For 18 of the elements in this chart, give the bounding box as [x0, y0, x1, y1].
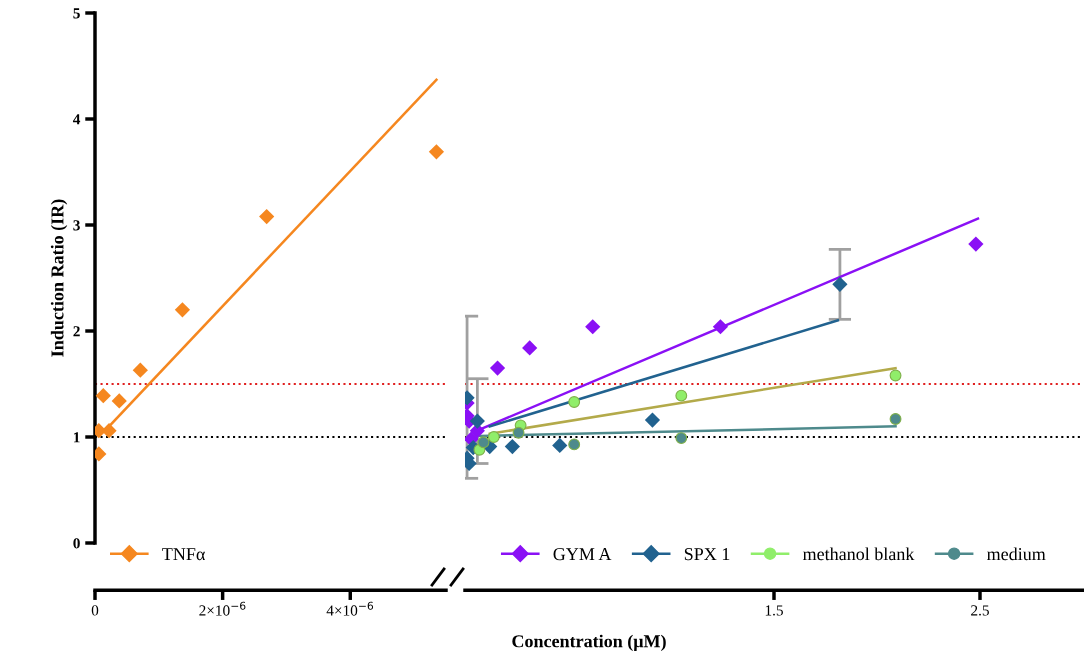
legend-label: SPX 1 [684, 548, 730, 561]
x-tick-label: 2.5 [971, 605, 989, 616]
y-axis-title: Induction Ratio (IR) [50, 199, 68, 357]
x-tick-label: 0 [91, 605, 99, 616]
x-tick-label: 1.5 [765, 605, 783, 616]
legend-label: methanol blank [802, 547, 915, 561]
x-tick-label: 2×10$^{−6}$ [199, 601, 246, 616]
legend-label: TNFα [162, 548, 205, 561]
y-tick-label: 5 [73, 8, 80, 19]
y-tick-label: 1 [74, 432, 80, 443]
x-tick-label: 4×10$^{−6}$ [326, 601, 374, 616]
y-tick-label: 4 [72, 114, 81, 125]
legend-label: GYM A [553, 548, 612, 561]
y-tick-label: 3 [73, 220, 80, 231]
x-axis-title: Concentration (μM) [512, 634, 666, 651]
legend-label: medium [986, 547, 1046, 561]
y-tick-label: 2 [73, 326, 80, 337]
y-tick-label: 0 [73, 538, 80, 549]
